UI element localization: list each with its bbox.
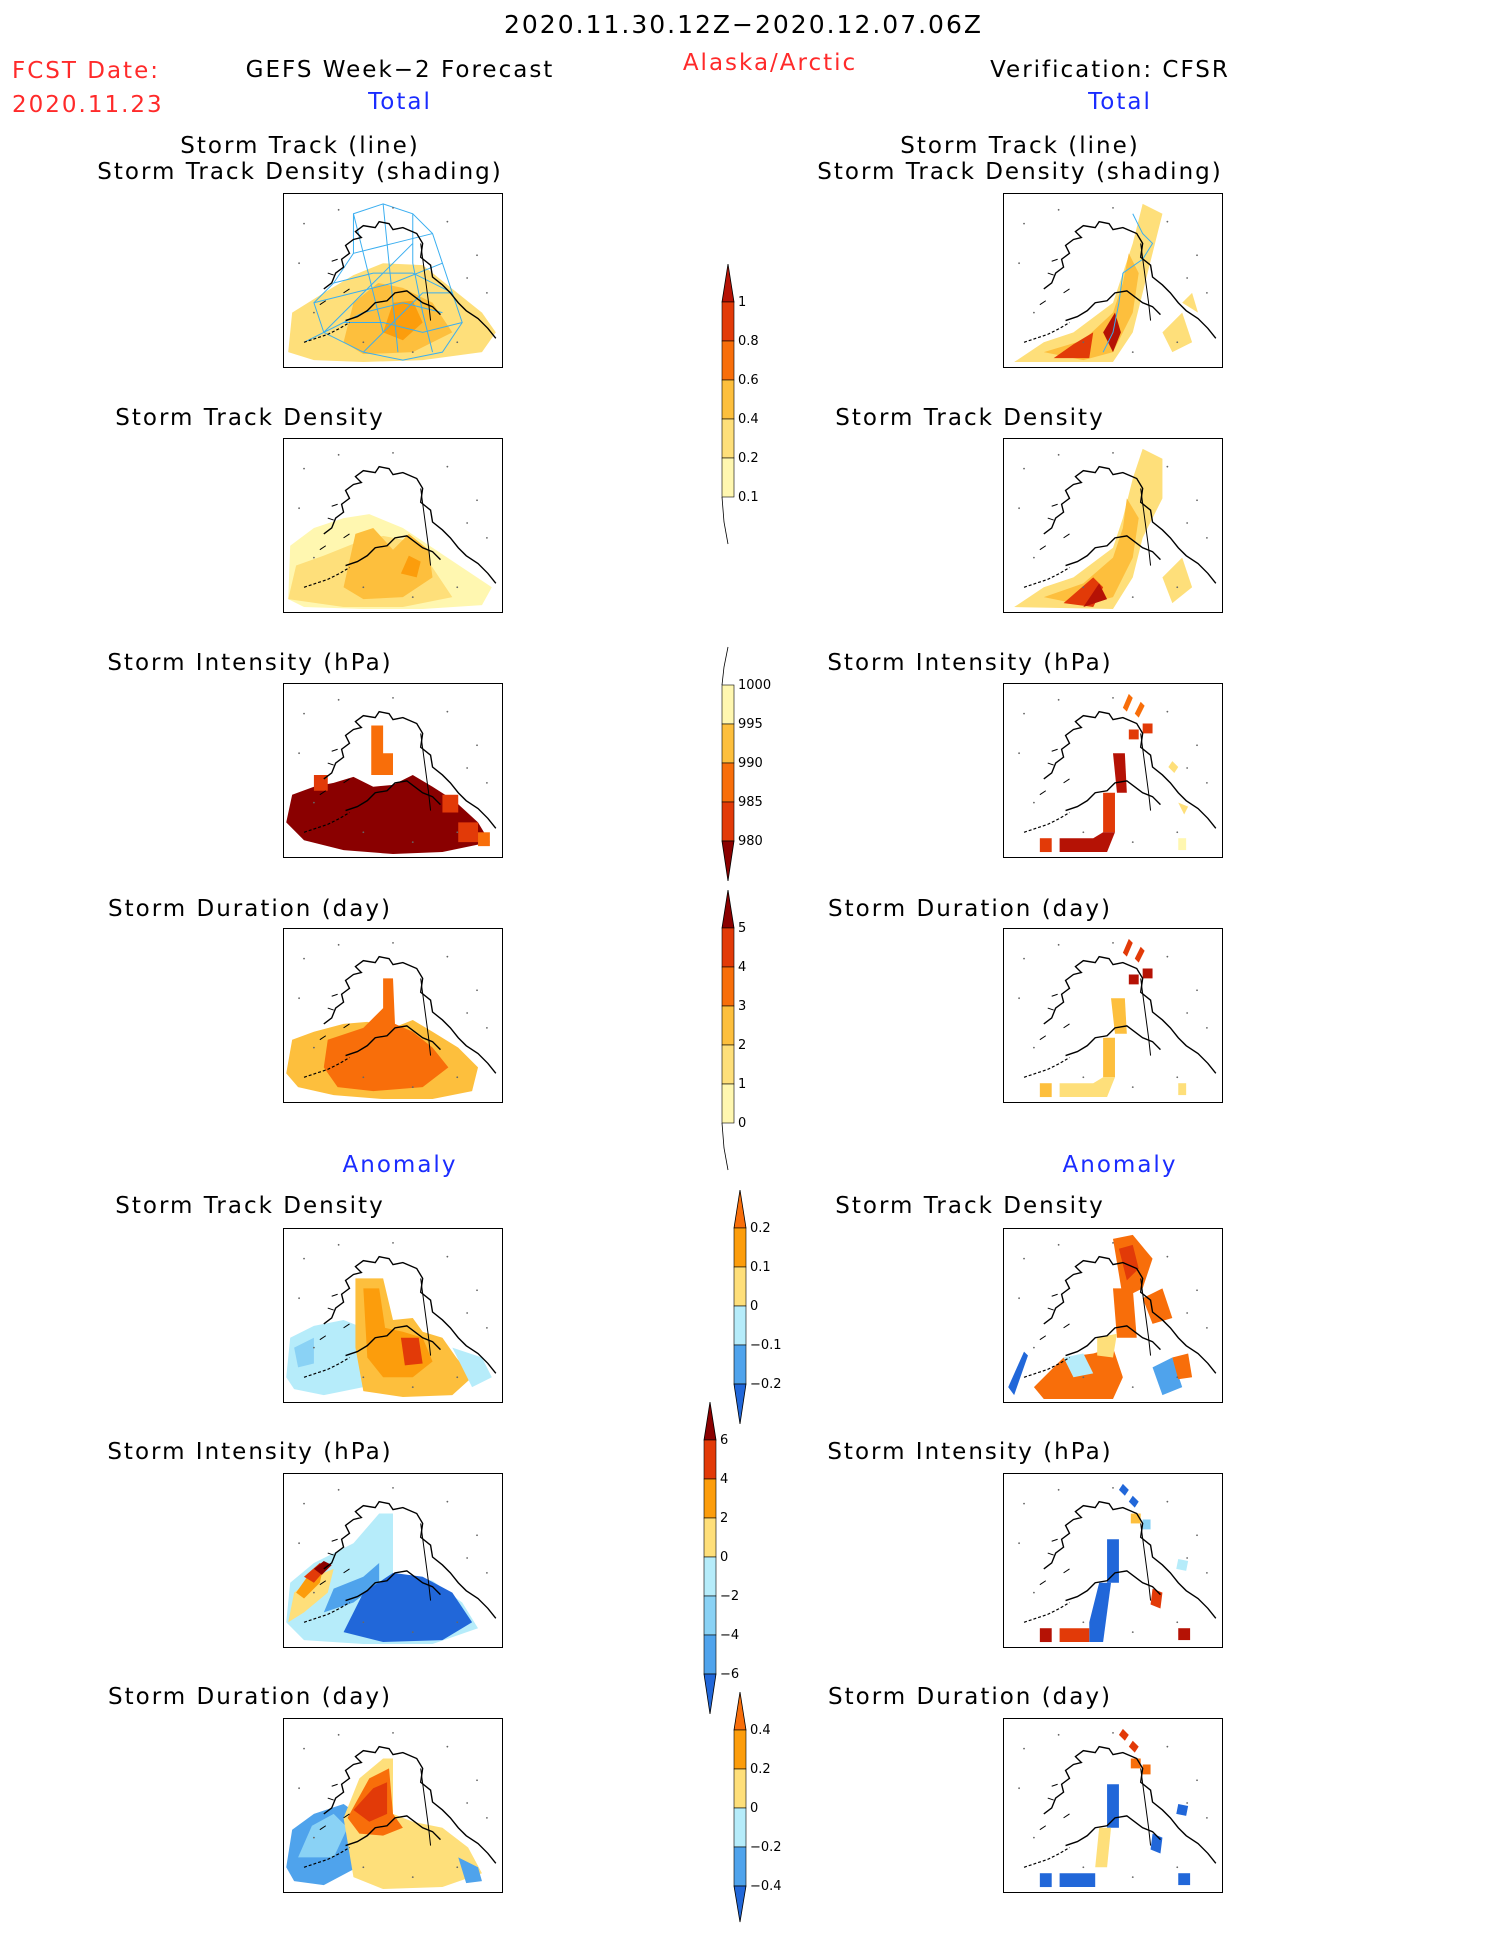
period-title: 2020.11.30.12Z−2020.12.07.06Z (504, 10, 983, 39)
forecast-anomaly-label: Anomaly (342, 1152, 458, 1178)
forecast-column-title: GEFS Week−2 Forecast (245, 57, 555, 83)
colorbar-duration-anomaly-tick-2: 0 (750, 1801, 758, 1816)
verification-column-title: Verification: CFSR (990, 57, 1230, 83)
left-anom-density-title: Storm Track Density (115, 1193, 385, 1219)
colorbar-intensity-total-tick-3: 985 (738, 795, 763, 810)
colorbar-density-anomaly-tick-2: 0 (750, 1299, 758, 1314)
left-density-title: Storm Track Density (115, 405, 385, 431)
colorbar-density-total-tick-1: 0.8 (738, 334, 759, 349)
colorbar-intensity-anomaly: 6 4 2 0 −2 −4 −6 (702, 1400, 792, 1720)
left-storm-track-title-1: Storm Track (line) (180, 133, 420, 159)
left-anom-duration-title: Storm Duration (day) (108, 1684, 392, 1710)
colorbar-intensity-total-tick-0: 1000 (738, 678, 771, 693)
colorbar-density-anomaly-tick-1: 0.1 (750, 1260, 771, 1275)
left-anom-intensity-title: Storm Intensity (hPa) (107, 1439, 393, 1465)
map-forecast-density (283, 438, 503, 613)
map-forecast-anom-duration (283, 1718, 503, 1893)
colorbar-density-total-tick-4: 0.2 (738, 451, 759, 466)
colorbar-intensity-total-tick-4: 980 (738, 834, 763, 849)
right-storm-track-title-2: Storm Track Density (shading) (817, 159, 1223, 185)
right-intensity-title: Storm Intensity (hPa) (827, 650, 1113, 676)
map-verification-anom-density (1003, 1228, 1223, 1403)
map-forecast-storm-track (283, 193, 503, 368)
map-forecast-anom-density (283, 1228, 503, 1403)
colorbar-duration-total-tick-5: 0 (738, 1116, 746, 1131)
colorbar-duration-total-tick-0: 5 (738, 921, 746, 936)
forecast-total-label: Total (368, 89, 432, 115)
map-verification-storm-track (1003, 193, 1223, 368)
right-anom-duration-title: Storm Duration (day) (828, 1684, 1112, 1710)
colorbar-intensity-total: 1000 995 990 985 980 (720, 645, 810, 885)
map-forecast-intensity (283, 683, 503, 858)
colorbar-intensity-anomaly-tick-2: 2 (720, 1511, 728, 1526)
colorbar-intensity-anomaly-tick-0: 6 (720, 1433, 728, 1448)
colorbar-intensity-anomaly-tick-1: 4 (720, 1472, 728, 1487)
colorbar-intensity-anomaly-tick-5: −4 (720, 1628, 739, 1643)
map-verification-anom-intensity (1003, 1473, 1223, 1648)
verification-anomaly-label: Anomaly (1062, 1152, 1178, 1178)
map-forecast-duration (283, 928, 503, 1103)
left-storm-track-title-2: Storm Track Density (shading) (97, 159, 503, 185)
colorbar-density-anomaly-tick-3: −0.1 (750, 1338, 782, 1353)
colorbar-duration-total-tick-3: 2 (738, 1038, 746, 1053)
right-storm-track-title-1: Storm Track (line) (900, 133, 1140, 159)
right-duration-title: Storm Duration (day) (828, 896, 1112, 922)
map-verification-density (1003, 438, 1223, 613)
map-verification-anom-duration (1003, 1718, 1223, 1893)
colorbar-duration-total-tick-2: 3 (738, 999, 746, 1014)
map-forecast-storm-track-svg (288, 203, 497, 363)
colorbar-intensity-total-tick-1: 995 (738, 717, 763, 732)
colorbar-intensity-anomaly-tick-4: −2 (720, 1589, 739, 1604)
right-anom-density-title: Storm Track Density (835, 1193, 1105, 1219)
colorbar-duration-anomaly-tick-3: −0.2 (750, 1840, 782, 1855)
colorbar-duration-total-tick-4: 1 (738, 1077, 746, 1092)
colorbar-intensity-total-tick-2: 990 (738, 756, 763, 771)
colorbar-duration-anomaly-tick-4: −0.4 (750, 1879, 782, 1894)
colorbar-density-total-tick-3: 0.4 (738, 412, 759, 427)
colorbar-duration-anomaly-tick-1: 0.2 (750, 1762, 771, 1777)
colorbar-duration-anomaly: 0.4 0.2 0 −0.2 −0.4 (732, 1690, 822, 1930)
left-intensity-title: Storm Intensity (hPa) (107, 650, 393, 676)
colorbar-density-anomaly-tick-0: 0.2 (750, 1221, 771, 1236)
map-forecast-anom-intensity (283, 1473, 503, 1648)
colorbar-density-total-tick-5: 0.1 (738, 490, 759, 505)
verification-total-label: Total (1088, 89, 1152, 115)
right-density-title: Storm Track Density (835, 405, 1105, 431)
map-verification-intensity (1003, 683, 1223, 858)
colorbar-intensity-anomaly-tick-6: −6 (720, 1667, 739, 1682)
map-verification-duration (1003, 928, 1223, 1103)
colorbar-intensity-anomaly-tick-3: 0 (720, 1550, 728, 1565)
left-duration-title: Storm Duration (day) (108, 896, 392, 922)
colorbar-duration-total: 5 4 3 2 1 0 (720, 888, 800, 1173)
colorbar-density-total: 1 0.8 0.6 0.4 0.2 0.1 (720, 262, 800, 547)
fcst-date-value: 2020.11.23 (12, 92, 164, 118)
colorbar-density-anomaly-tick-4: −0.2 (750, 1377, 782, 1392)
region-title: Alaska/Arctic (682, 50, 858, 76)
colorbar-duration-total-tick-1: 4 (738, 960, 746, 975)
colorbar-density-anomaly: 0.2 0.1 0 −0.1 −0.2 (732, 1188, 822, 1428)
fcst-date-label: FCST Date: (12, 58, 160, 84)
right-anom-intensity-title: Storm Intensity (hPa) (827, 1439, 1113, 1465)
colorbar-density-total-tick-2: 0.6 (738, 373, 759, 388)
colorbar-density-total-tick-0: 1 (738, 295, 746, 310)
colorbar-duration-anomaly-tick-0: 0.4 (750, 1723, 771, 1738)
